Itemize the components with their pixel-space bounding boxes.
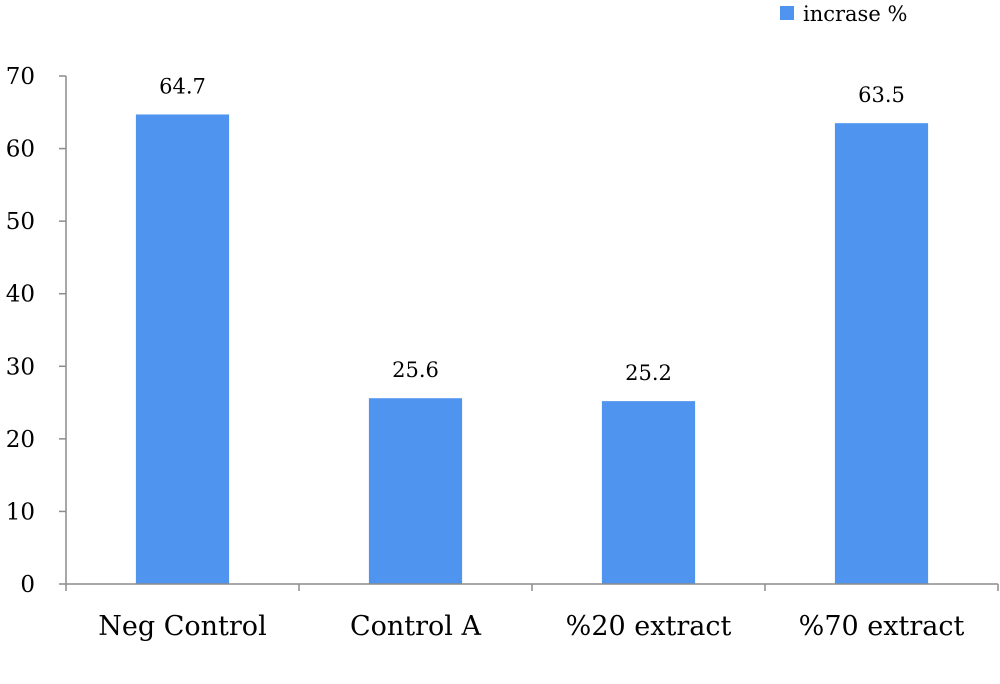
y-tick-label: 60 bbox=[6, 137, 35, 163]
x-axis: Neg Control Control A %20 extract %70 extra… bbox=[65, 583, 999, 642]
legend-label: incrase % bbox=[803, 2, 907, 26]
data-labels: 64.7 25.6 25.2 63.5 bbox=[159, 74, 905, 385]
bar bbox=[135, 114, 230, 584]
y-axis: 0 10 20 30 40 50 60 70 bbox=[6, 64, 67, 598]
category-label: %20 extract bbox=[566, 611, 732, 642]
category-label: Neg Control bbox=[98, 611, 266, 642]
data-label: 63.5 bbox=[858, 83, 905, 107]
y-tick-label: 0 bbox=[20, 572, 35, 598]
y-tick-label: 50 bbox=[6, 209, 35, 235]
y-tick-label: 10 bbox=[6, 499, 35, 525]
category-label: %70 extract bbox=[799, 611, 965, 642]
data-label: 25.2 bbox=[625, 361, 672, 385]
data-label: 64.7 bbox=[159, 74, 206, 98]
bar bbox=[834, 123, 929, 585]
category-label: Control A bbox=[350, 611, 482, 642]
legend-swatch bbox=[780, 6, 794, 20]
legend: incrase % bbox=[780, 2, 907, 26]
bars bbox=[135, 114, 929, 585]
data-label: 25.6 bbox=[392, 358, 439, 382]
bar bbox=[368, 398, 463, 584]
y-tick-label: 70 bbox=[6, 64, 35, 90]
bar bbox=[601, 401, 696, 584]
y-tick-label: 40 bbox=[6, 282, 35, 308]
y-tick-label: 20 bbox=[6, 427, 35, 453]
y-tick-label: 30 bbox=[6, 354, 35, 380]
